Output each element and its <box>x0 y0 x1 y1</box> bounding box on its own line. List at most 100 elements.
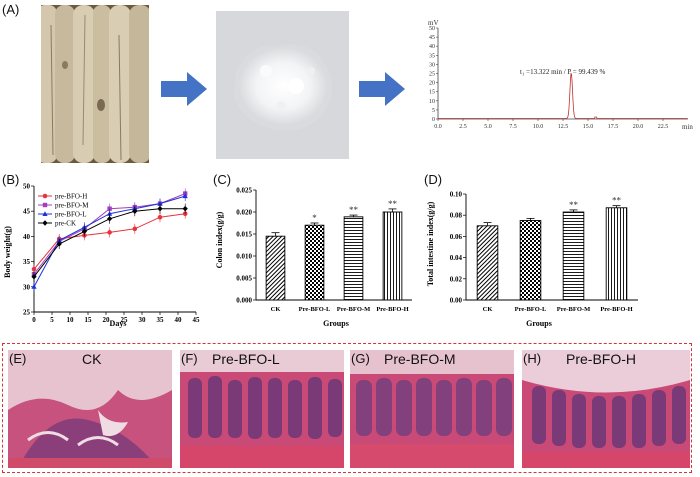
colon-index-chart: Colon index(g/g) Groups 0.000 0.005 0.010 0… <box>215 187 412 328</box>
histology-title-ck: CK <box>82 351 102 367</box>
hplc-ytick-label: 30 <box>429 62 435 68</box>
chart-b-xtick-label: 25 <box>121 316 129 324</box>
chart-b-legend-label: pre-BFO-H <box>55 193 87 201</box>
total-intestine-index-chart: Total intestine index(g/g) Groups 0.00 0.… <box>426 191 638 328</box>
chart-d-significance: ** <box>569 200 579 210</box>
powder-photo <box>216 11 349 159</box>
chart-b-point <box>31 273 37 280</box>
histology-svg-bfo-m <box>350 350 514 468</box>
chart-d-significance: ** <box>612 196 622 206</box>
chart-d-bar <box>562 211 585 301</box>
hplc-ytick-label: 35 <box>429 53 435 59</box>
hplc-unit-y: mV <box>428 19 439 27</box>
chart-d-ytick-label: 0.08 <box>450 212 463 220</box>
chart-b-ytick-label: 30 <box>23 283 31 291</box>
chart-b-point <box>132 226 138 232</box>
hplc-ytick-label: 10 <box>429 99 435 105</box>
chart-c-significance: ** <box>349 205 359 215</box>
chart-d-ytick-label: 0.02 <box>450 275 463 283</box>
chart-b-legend-marker <box>42 220 48 226</box>
hplc-ytick-label: 15 <box>429 90 435 96</box>
chart-c-xtick-label: Pre-BFO-M <box>337 306 370 313</box>
chart-b-legend-label: pre-BFO-M <box>55 202 89 210</box>
hplc-xtick-label: 0.0 <box>434 124 442 130</box>
hplc-xtick-label: 12.5 <box>558 124 569 130</box>
hplc-chromatogram: mV min t₁ =13.322 min / P = 99.439 % 0 5 1… <box>428 19 693 131</box>
chart-b-ytick-label: 45 <box>23 208 31 216</box>
chart-c-xtick-label: Pre-BFO-L <box>299 306 331 313</box>
chart-d-xtick-label: Pre-BFO-M <box>557 306 590 313</box>
chart-b-xtick-label: 40 <box>175 316 183 324</box>
chart-b-xtick-label: 15 <box>85 316 93 324</box>
chart-c-ytick-label: 0.000 <box>236 297 252 305</box>
powder-photo-svg <box>216 11 349 159</box>
hplc-xtick-label: 20.0 <box>633 124 644 130</box>
chart-c-bar <box>265 235 286 301</box>
hplc-ytick-label: 40 <box>429 44 435 50</box>
chart-b-xtick-label: 35 <box>157 316 165 324</box>
chart-b-point <box>182 205 188 212</box>
chart-c-ytick-label: 0.020 <box>236 209 252 217</box>
histology-image-bfo-h <box>522 350 690 468</box>
histology-image-ck <box>8 350 172 468</box>
chart-b-point <box>31 284 37 289</box>
chart-b-legend-label: pre-BFO-L <box>55 211 87 219</box>
chart-b-legend-marker <box>42 211 48 216</box>
chart-d-ytick-label: 0.06 <box>450 233 463 241</box>
chart-b-point <box>107 230 112 235</box>
body-weight-chart: Body weight(g) Days 25 30 35 40 45 50 0 5 10 15 20… <box>3 183 201 329</box>
hplc-ytick-label: 0 <box>432 117 435 123</box>
chart-c-ytick-label: 0.015 <box>236 231 252 239</box>
hplc-xtick-label: 17.5 <box>608 124 619 130</box>
chart-b-xlabel: Days <box>110 319 127 328</box>
chart-c-ylabel: Colon index(g/g) <box>215 211 224 268</box>
chart-b-xtick-label: 10 <box>67 316 75 324</box>
hplc-ytick-label: 50 <box>429 26 435 32</box>
chart-b-ytick-label: 25 <box>23 309 31 317</box>
chart-d-ytick-label: 0.00 <box>450 297 463 305</box>
hplc-xtick-label: 5.0 <box>484 124 492 130</box>
chart-d-ytick-label: 0.10 <box>450 191 463 199</box>
chart-b-point <box>107 215 113 222</box>
chart-b-point <box>157 214 163 220</box>
histology-image-bfo-l <box>180 350 344 468</box>
chart-c-ytick-label: 0.010 <box>236 253 252 261</box>
chart-b-legend-marker <box>42 193 48 199</box>
hplc-xtick-label: 15.0 <box>583 124 594 130</box>
chart-b-point <box>157 200 163 206</box>
panel-label-b: (B) <box>2 172 20 187</box>
histology-svg-bfo-l <box>180 350 344 468</box>
chart-b-ylabel: Body weight(g) <box>3 226 12 278</box>
histology-dashed-border <box>2 343 692 473</box>
histology-svg-bfo-h <box>522 350 690 468</box>
hplc-ytick-label: 45 <box>429 35 435 41</box>
chart-d-xtick-label: CK <box>483 306 493 313</box>
hplc-annotation: t₁ =13.322 min / P = 99.439 % <box>520 68 605 76</box>
chart-c-bar <box>304 224 325 301</box>
chart-d-ytick-label: 0.04 <box>450 254 463 262</box>
chart-b-point <box>107 210 113 216</box>
histology-title-bfo-m: Pre-BFO-M <box>384 351 456 367</box>
chart-d-ylabel: Total intestine index(g/g) <box>426 201 435 286</box>
arrow-right-1 <box>161 72 207 106</box>
chart-c-bar <box>382 211 403 301</box>
chart-b-ytick-label: 40 <box>23 233 31 241</box>
chart-d-bar <box>476 225 499 301</box>
panel-label-c: (C) <box>213 172 232 187</box>
chart-c-xlabel: Groups <box>323 319 349 328</box>
histology-svg-ck <box>8 350 172 468</box>
chart-b-xtick-label: 30 <box>139 316 147 324</box>
hplc-ytick-label: 5 <box>432 108 435 114</box>
hplc-xtick-label: 2.5 <box>459 124 467 130</box>
chart-b-ytick-label: 50 <box>23 183 31 191</box>
panel-label-d: (D) <box>424 172 443 187</box>
chart-b-legend-marker <box>42 202 48 208</box>
chart-c-ytick-label: 0.005 <box>236 275 252 283</box>
panel-label-g: (G) <box>351 351 370 366</box>
panel-label-e: (E) <box>9 351 27 366</box>
histology-title-bfo-l: Pre-BFO-L <box>212 351 280 367</box>
chart-b-point <box>31 266 37 272</box>
hplc-xtick-label: 7.5 <box>509 124 517 130</box>
chart-b-xtick-label: 45 <box>193 316 201 324</box>
chart-b-point <box>157 205 163 212</box>
